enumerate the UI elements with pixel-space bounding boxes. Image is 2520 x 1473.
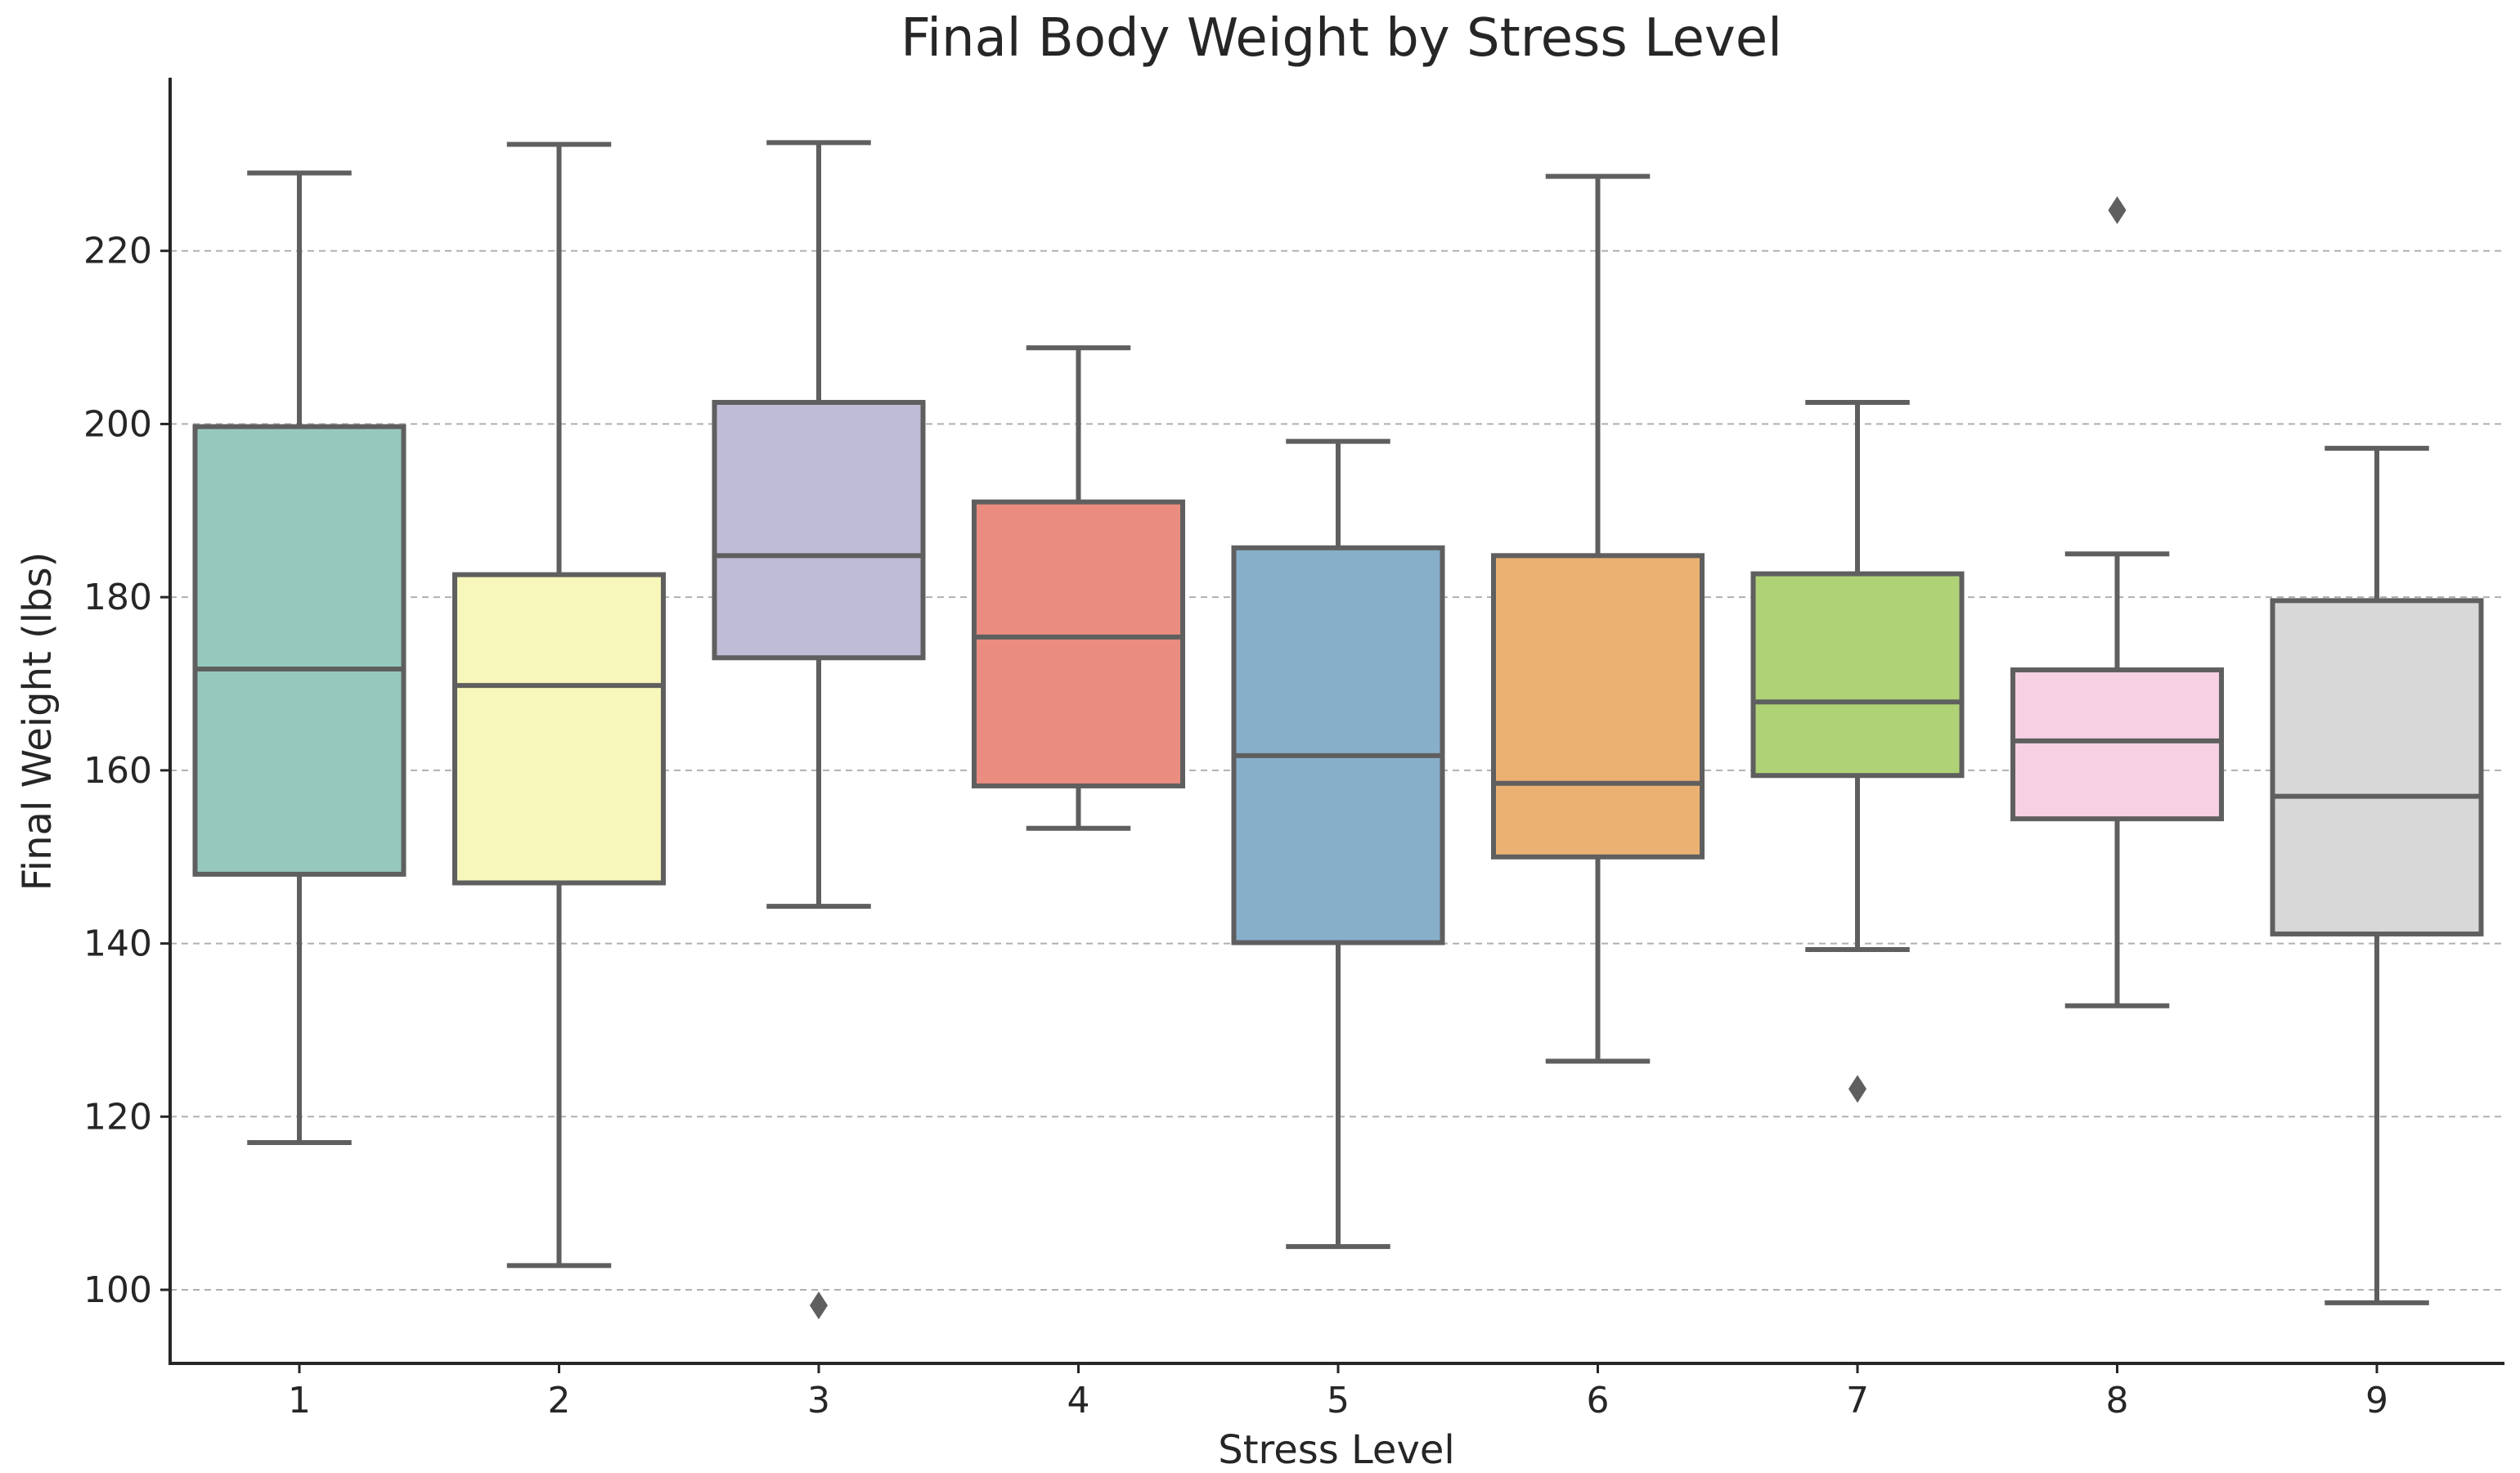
x-tick-label: 6 — [1587, 1380, 1610, 1421]
box-group-3 — [712, 140, 926, 1320]
outlier-marker — [810, 1291, 828, 1320]
x-tick-label: 5 — [1327, 1380, 1350, 1421]
boxes — [192, 140, 2484, 1320]
box-group-1 — [192, 170, 407, 1146]
box-group-6 — [1491, 173, 1705, 1064]
y-tick-label: 100 — [83, 1269, 152, 1311]
y-tick-label: 120 — [83, 1096, 152, 1138]
y-axis-label: Final Weight (lbs) — [15, 552, 61, 891]
box-body — [1491, 553, 1705, 860]
ticks: 100 120 140 160 180 200 220 1 2 3 4 5 6 7 8 9 — [83, 231, 2388, 1421]
box-group-5 — [1231, 438, 1445, 1250]
x-axis-label: Stress Level — [1218, 1427, 1454, 1473]
box-body — [452, 572, 666, 886]
y-tick-label: 200 — [83, 403, 152, 445]
y-tick-label: 140 — [83, 923, 152, 965]
outlier-marker — [2108, 195, 2127, 224]
y-tick-label: 220 — [83, 231, 152, 272]
box-body — [712, 399, 926, 661]
x-tick-label: 3 — [807, 1380, 830, 1421]
box-body — [1231, 545, 1445, 945]
x-tick-label: 8 — [2106, 1380, 2129, 1421]
y-tick-label: 160 — [83, 750, 152, 792]
box-group-8 — [2010, 195, 2224, 1008]
y-tick-label: 180 — [83, 577, 152, 618]
box-body — [2270, 598, 2484, 936]
box-group-7 — [1750, 399, 1965, 1103]
x-tick-label: 2 — [548, 1380, 571, 1421]
chart-title: Final Body Weight by Stress Level — [901, 8, 1782, 69]
outlier-marker — [1848, 1075, 1866, 1103]
x-tick-label: 9 — [2365, 1380, 2388, 1421]
x-tick-label: 7 — [1846, 1380, 1869, 1421]
box-body — [1750, 571, 1965, 779]
box-group-2 — [452, 141, 666, 1269]
box-body — [192, 424, 407, 877]
box-group-4 — [972, 345, 1185, 831]
x-tick-label: 1 — [288, 1380, 311, 1421]
x-tick-label: 4 — [1067, 1380, 1090, 1421]
box-body — [972, 499, 1185, 788]
box-group-9 — [2270, 446, 2484, 1305]
box-body — [2010, 667, 2224, 822]
